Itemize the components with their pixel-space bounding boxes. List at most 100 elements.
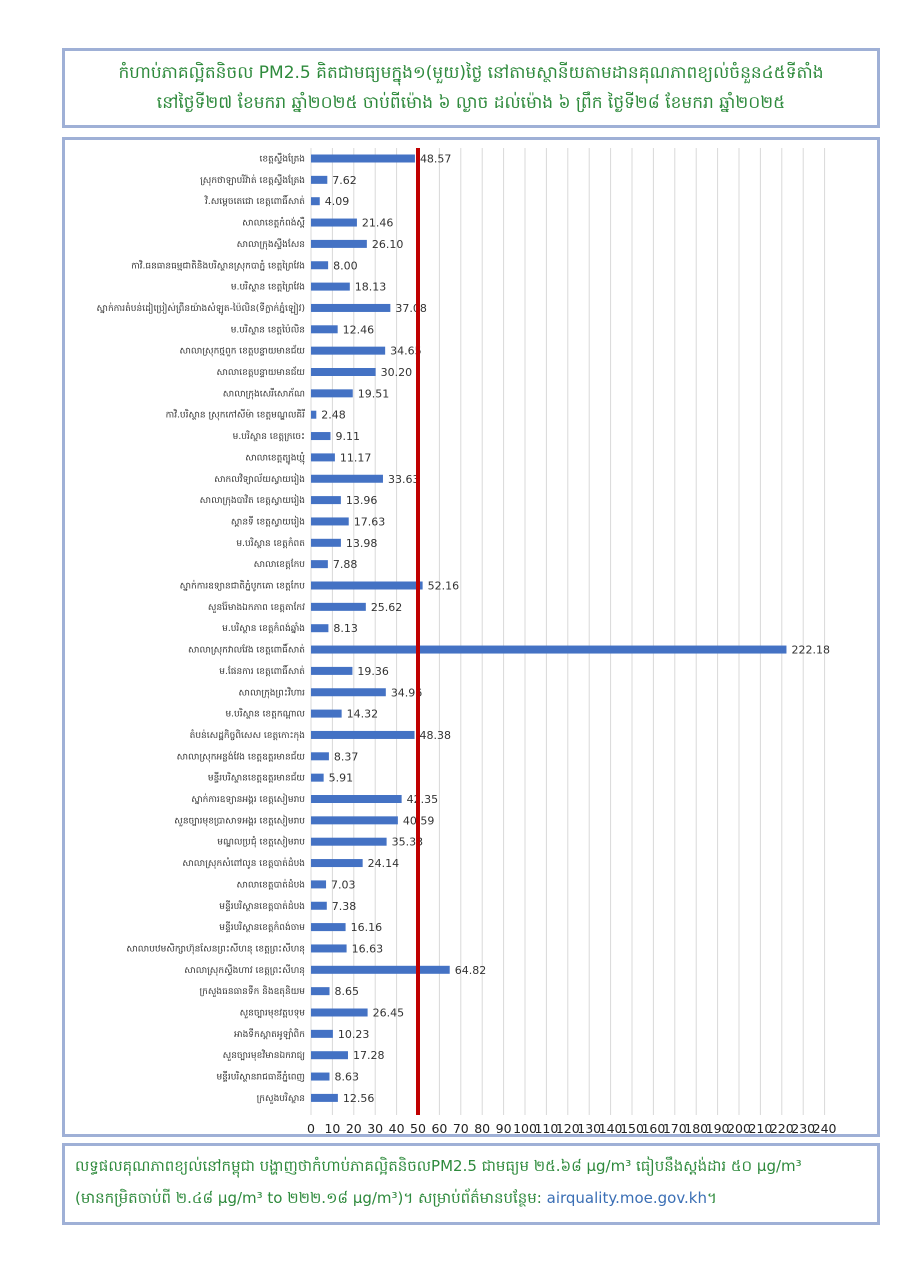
x-tick-label-30: 30	[367, 1121, 383, 1134]
value-label-37: 16.63	[352, 942, 384, 955]
summary-line-1: លទ្ធផលគុណភាពខ្យល់នៅកម្ពុជា បង្ហាញថាកំហាប…	[75, 1157, 802, 1175]
category-label-41: អាងទឹកស្តាតអូឡាំពិក	[234, 1028, 305, 1040]
value-label-28: 8.37	[334, 750, 359, 763]
value-label-4: 26.10	[372, 238, 404, 251]
value-label-21: 25.62	[371, 601, 403, 614]
category-label-27: តំបន់សេដ្ឋកិច្ចពិសេស ខេត្តកោះកុង	[190, 729, 305, 741]
category-label-1: ស្រុកថាឡាបរិវ៉ាត់ ខេត្តស្ទឹងត្រែង	[200, 174, 305, 186]
category-label-21: សួនរ៉ែមាងឯកភាព ខេត្តតាកែវ	[208, 601, 305, 613]
bar-36	[311, 923, 346, 932]
bar-3	[311, 218, 357, 227]
bar-24	[311, 666, 353, 675]
value-label-24: 19.36	[357, 665, 389, 678]
value-label-8: 12.46	[343, 323, 375, 336]
bar-8	[311, 325, 338, 334]
bar-30	[311, 795, 402, 803]
category-label-43: មន្ទីរបរិស្ថានរាជធានីភ្នំពេញ	[216, 1071, 305, 1083]
value-label-15: 33.63	[388, 473, 420, 486]
bar-34	[311, 880, 327, 889]
value-label-13: 9.11	[335, 430, 360, 443]
category-label-13: ម.បរិស្ថាន ខេត្តក្រចេះ	[233, 430, 305, 442]
x-tick-label-60: 60	[431, 1121, 447, 1134]
x-tick-label-240: 240	[813, 1121, 837, 1134]
bar-29	[311, 773, 324, 782]
x-tick-label-130: 130	[577, 1121, 601, 1134]
value-label-6: 18.13	[355, 281, 387, 294]
value-label-3: 21.46	[362, 217, 394, 230]
category-label-16: សាលាក្រុងបាវិត ខេត្តស្វាយរៀង	[200, 494, 305, 506]
x-tick-label-40: 40	[389, 1121, 405, 1134]
bar-25	[311, 688, 386, 697]
bar-27	[311, 730, 415, 739]
value-label-38: 64.82	[455, 964, 487, 977]
bar-37	[311, 944, 347, 953]
x-tick-label-210: 210	[748, 1121, 772, 1134]
x-tick-label-180: 180	[684, 1121, 708, 1134]
x-tick-label-90: 90	[496, 1121, 512, 1134]
x-tick-label-110: 110	[534, 1121, 558, 1134]
bar-31	[311, 816, 398, 825]
bar-10	[311, 368, 376, 376]
value-label-7: 37.08	[395, 302, 427, 315]
bar-0	[311, 154, 415, 163]
value-label-27: 48.38	[420, 729, 452, 742]
value-label-26: 14.32	[347, 708, 379, 721]
x-tick-label-140: 140	[599, 1121, 623, 1134]
bar-44	[311, 1093, 338, 1102]
value-label-18: 13.98	[346, 537, 378, 550]
bar-40	[311, 1008, 368, 1017]
value-label-42: 17.28	[353, 1049, 385, 1062]
category-label-6: ម.បរិស្ថាន ខេត្តព្រៃវែង	[231, 281, 305, 293]
value-label-32: 35.33	[392, 836, 424, 849]
value-label-23: 222.18	[791, 644, 830, 657]
value-label-40: 26.45	[373, 1007, 405, 1020]
category-label-24: ម.ផែនការ ខេត្តពោធិ៍សាត់	[219, 664, 305, 677]
bar-6	[311, 282, 350, 291]
category-label-30: ស្នាក់ការឧទ្យានអង្គរ ខេត្តសៀមរាប	[191, 793, 305, 805]
value-label-1: 7.62	[332, 174, 357, 187]
summary-line-2-text: (មានកម្រិតចាប់ពី ២.៤៨ μg/m³ to ២២២.១៨ μg…	[75, 1189, 547, 1207]
summary-box: លទ្ធផលគុណភាពខ្យល់នៅកម្ពុជា បង្ហាញថាកំហាប…	[62, 1143, 880, 1225]
bar-7	[311, 303, 391, 312]
bar-22	[311, 624, 329, 633]
x-tick-label-50: 50	[410, 1121, 426, 1134]
category-label-3: សាលាខេត្តកំពង់ស្ពឺ	[242, 217, 305, 229]
bar-2	[311, 197, 320, 206]
bar-33	[311, 859, 363, 868]
value-label-36: 16.16	[351, 921, 383, 934]
category-label-26: ម.បរិស្ថាន ខេត្តកណ្តាល	[225, 708, 305, 720]
value-label-2: 4.09	[325, 195, 350, 208]
summary-line-2-end: ។	[707, 1189, 717, 1207]
category-label-42: សួនច្បារមុខវិមានឯករាជ្យ	[223, 1049, 306, 1061]
category-label-14: សាលាខេត្តត្បូងឃ្មុំ	[245, 451, 305, 464]
category-label-2: វិ.សម្តេចតេជោ ខេត្តពោធិ៍សាត់	[204, 194, 305, 207]
value-label-9: 34.65	[390, 345, 422, 358]
value-label-5: 8.00	[333, 259, 358, 272]
x-tick-label-170: 170	[663, 1121, 687, 1134]
bar-18	[311, 538, 341, 547]
bar-17	[311, 517, 349, 526]
category-label-29: មន្ទីរបរិស្ថានខេត្តឧត្តរមានជ័យ	[208, 772, 306, 784]
bar-28	[311, 752, 329, 761]
category-label-0: ខេត្តស្ទឹងត្រែង	[259, 153, 305, 165]
summary-line-2: (មានកម្រិតចាប់ពី ២.៤៨ μg/m³ to ២២២.១៨ μg…	[75, 1182, 867, 1214]
value-label-10: 30.20	[381, 366, 413, 379]
bar-9	[311, 346, 386, 355]
x-tick-label-150: 150	[620, 1121, 644, 1134]
category-label-19: សាលាខេត្តកែប	[254, 558, 306, 570]
value-label-0: 48.57	[420, 153, 452, 166]
x-tick-label-70: 70	[453, 1121, 469, 1134]
x-tick-label-220: 220	[770, 1121, 794, 1134]
value-label-35: 7.38	[332, 900, 357, 913]
value-label-33: 24.14	[368, 857, 400, 870]
bar-13	[311, 432, 331, 441]
category-label-35: មន្ទីរបរិស្ថានខេត្តបាត់ដំបង	[219, 900, 305, 912]
x-tick-label-190: 190	[706, 1121, 730, 1134]
x-tick-label-200: 200	[727, 1121, 751, 1134]
category-label-33: សាលាស្រុកសំពៅលូន ខេត្តបាត់ដំបង	[182, 857, 305, 869]
x-tick-label-230: 230	[791, 1121, 815, 1134]
category-label-15: សាកលវិទ្យាល័យស្វាយរៀង	[214, 473, 305, 485]
website-link[interactable]: airquality.moe.gov.kh	[546, 1189, 707, 1207]
category-label-23: សាលាស្រុកវាលវែង ខេត្តពោធិ៍សាត់	[188, 643, 305, 656]
x-tick-label-0: 0	[307, 1121, 315, 1134]
